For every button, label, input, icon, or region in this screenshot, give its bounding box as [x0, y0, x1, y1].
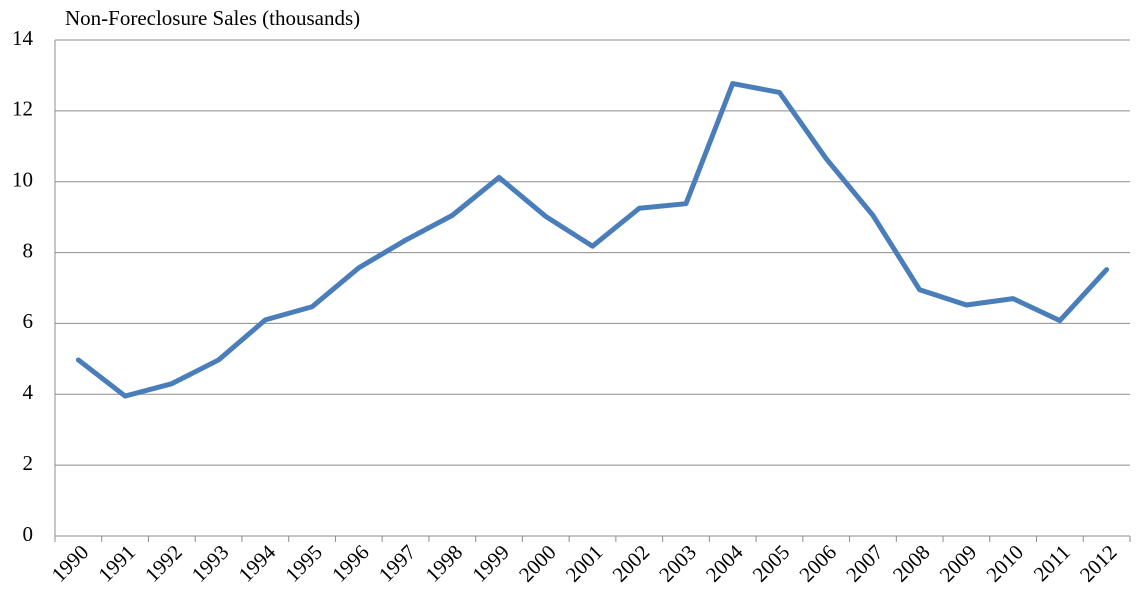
- y-tick-label: 12: [12, 97, 33, 121]
- y-tick-label: 8: [23, 238, 34, 262]
- x-tick-label: 2007: [841, 540, 888, 587]
- x-tick-label: 1997: [374, 540, 421, 587]
- y-tick-label: 10: [12, 168, 33, 192]
- x-tick-label: 2000: [514, 540, 561, 587]
- x-tick-label: 1990: [47, 540, 94, 587]
- x-tick-label: 2008: [888, 540, 935, 587]
- x-tick-label: 2001: [561, 540, 608, 587]
- x-tick-label: 2002: [608, 540, 655, 587]
- x-tick-label: 2003: [654, 540, 701, 587]
- x-tick-label: 1998: [421, 540, 468, 587]
- y-tick-label: 0: [23, 522, 34, 546]
- chart-title: Non-Foreclosure Sales (thousands): [65, 6, 360, 30]
- x-tick-label: 1991: [93, 540, 140, 587]
- x-tick-label: 2005: [748, 540, 795, 587]
- x-tick-label: 2012: [1075, 540, 1122, 587]
- x-tick-label: 2004: [701, 540, 748, 587]
- x-tick-label: 2009: [935, 540, 982, 587]
- x-tick-label: 1992: [140, 540, 187, 587]
- y-tick-label: 14: [12, 26, 34, 50]
- y-tick-label: 2: [23, 451, 34, 475]
- data-line: [75, 81, 1110, 399]
- x-tick-label: 1999: [467, 540, 514, 587]
- y-tick-label: 4: [23, 380, 34, 404]
- x-tick-label: 2011: [1029, 540, 1075, 586]
- x-tick-label: 1993: [187, 540, 234, 587]
- x-tick-label: 1995: [280, 540, 327, 587]
- x-tick-label: 2006: [794, 540, 841, 587]
- y-tick-label: 6: [23, 309, 34, 333]
- x-tick-label: 1994: [234, 540, 281, 587]
- x-tick-label: 2010: [981, 540, 1028, 587]
- x-tick-label: 1996: [327, 540, 374, 587]
